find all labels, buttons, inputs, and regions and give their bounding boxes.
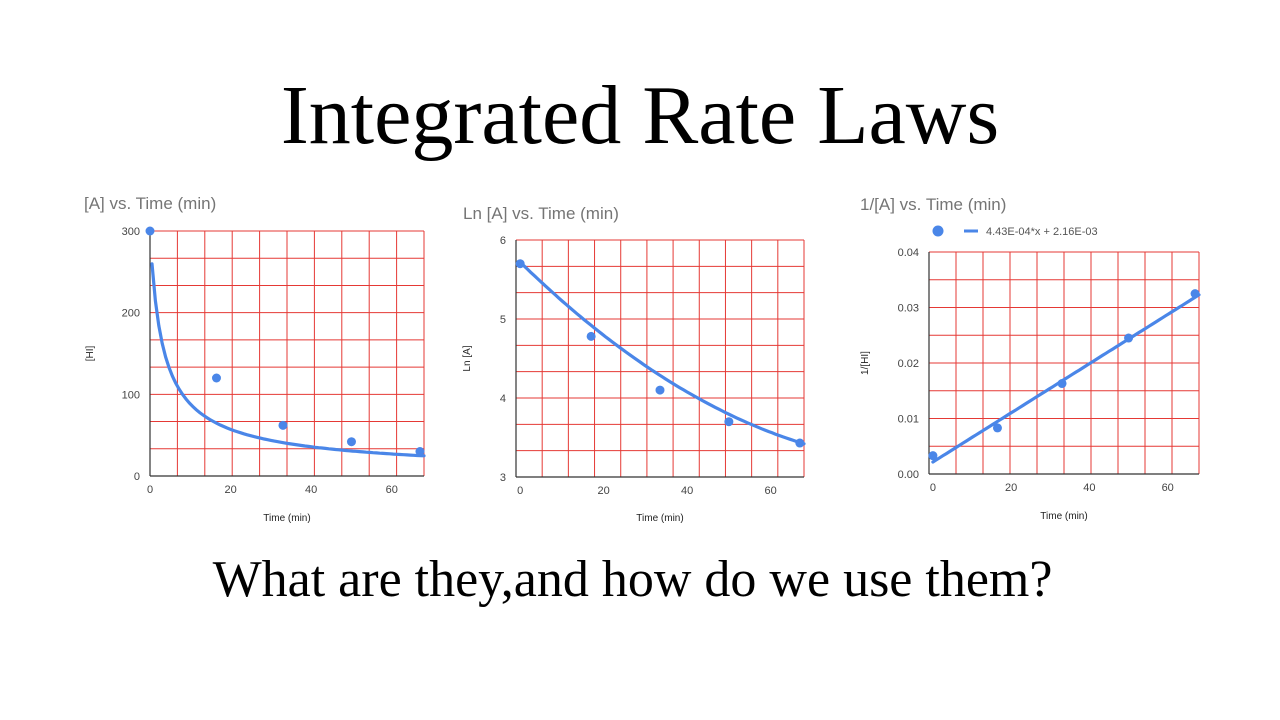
slide-subtitle: What are they,and how do we use them?: [212, 551, 1053, 608]
trend-line: [931, 293, 1201, 464]
x-tick-label: 0: [147, 484, 153, 496]
data-point: [795, 438, 805, 448]
data-point: [278, 420, 288, 430]
chart-3: 1/[A] vs. Time (min) 0 20 40 60 0.00 0.01 0.02 0…: [860, 195, 1201, 522]
y-tick-label: 5: [500, 314, 506, 326]
data-point: [655, 385, 665, 395]
data-point: [992, 423, 1002, 433]
y-tick-label: 200: [122, 308, 140, 320]
x-axis-label: Time (min): [263, 513, 310, 524]
x-tick-label: 40: [1083, 482, 1095, 494]
y-axis-label: 1/[HI]: [860, 351, 871, 375]
trend-line: [150, 262, 426, 458]
data-point: [586, 331, 596, 341]
data-point: [415, 447, 425, 456]
x-tick-label: 60: [386, 484, 398, 496]
chart-title: Ln [A] vs. Time (min): [463, 204, 619, 223]
chart-2: Ln [A] vs. Time (min) 0 20 40 60 3 4 5 6 Time (mi…: [462, 204, 806, 524]
data-point: [145, 226, 155, 236]
y-tick-label: 0.00: [898, 469, 919, 481]
x-axis-label: Time (min): [636, 513, 683, 524]
y-tick-label: 0.01: [898, 414, 919, 426]
data-point: [515, 259, 525, 269]
x-tick-label: 20: [224, 484, 236, 496]
y-tick-label: 300: [122, 226, 140, 238]
x-tick-label: 40: [681, 485, 693, 497]
slide-title: Integrated Rate Laws: [280, 69, 1000, 162]
y-axis-label: Ln [A]: [462, 345, 473, 371]
y-tick-label: 6: [500, 235, 506, 247]
x-tick-label: 0: [930, 482, 936, 494]
grid: [149, 230, 425, 477]
y-tick-label: 0.03: [898, 303, 919, 315]
chart-title: [A] vs. Time (min): [84, 194, 216, 213]
data-point: [1057, 379, 1067, 389]
y-tick-label: 100: [122, 389, 140, 401]
y-tick-label: 0.04: [898, 247, 919, 259]
y-tick-label: 4: [500, 393, 506, 405]
y-axis-label: [HI]: [85, 346, 96, 362]
x-tick-label: 40: [305, 484, 317, 496]
x-tick-label: 60: [764, 485, 776, 497]
x-tick-label: 20: [1005, 482, 1017, 494]
x-tick-label: 60: [1162, 482, 1174, 494]
chart-1: [A] vs. Time (min) 0 20 40 60 0 100 200 300 Time …: [84, 194, 426, 524]
chart-title: 1/[A] vs. Time (min): [860, 195, 1006, 214]
legend-marker-points: [932, 225, 944, 237]
legend-label: 4.43E-04*x + 2.16E-03: [986, 226, 1098, 238]
y-tick-label: 0: [134, 471, 140, 483]
data-point: [928, 451, 938, 461]
grid: [515, 239, 805, 478]
x-axis-label: Time (min): [1040, 511, 1087, 522]
y-tick-label: 3: [500, 472, 506, 484]
data-point: [1190, 289, 1200, 299]
x-tick-label: 20: [598, 485, 610, 497]
data-point: [724, 417, 734, 427]
y-tick-label: 0.02: [898, 358, 919, 370]
data-point: [1124, 333, 1134, 343]
trend-line: [518, 260, 806, 446]
x-tick-label: 0: [517, 485, 523, 497]
data-point: [346, 437, 356, 447]
legend: 4.43E-04*x + 2.16E-03: [932, 225, 1098, 238]
data-point: [211, 373, 221, 383]
